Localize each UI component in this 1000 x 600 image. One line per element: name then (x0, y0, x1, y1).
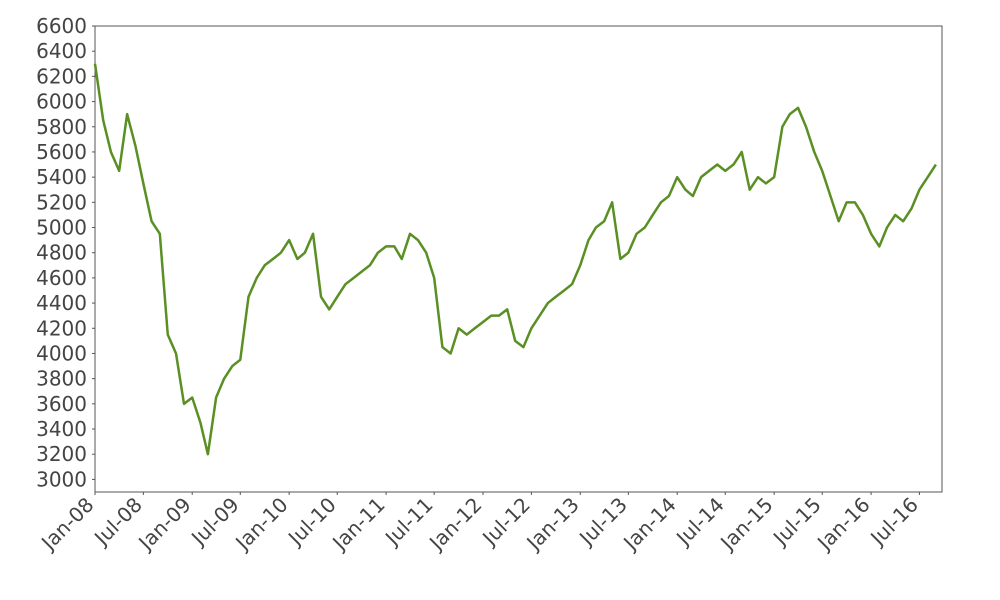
x-tick-label: Jan-14 (617, 493, 680, 556)
y-tick-label: 3000 (36, 467, 87, 491)
y-tick-label: 5800 (36, 115, 87, 139)
y-tick-label: 4800 (36, 241, 87, 265)
y-tick-label: 4200 (36, 316, 87, 340)
x-tick-label: Jan-09 (132, 493, 195, 556)
plot-frame (94, 25, 943, 493)
y-tick-label: 5600 (36, 140, 87, 164)
x-tick-label: Jan-16 (811, 493, 874, 556)
y-tick-label: 5400 (36, 165, 87, 189)
y-tick-label: 3400 (36, 417, 87, 441)
y-tick-label: 4600 (36, 266, 87, 290)
x-tick-label: Jan-08 (35, 493, 98, 556)
y-tick-label: 3600 (36, 392, 87, 416)
y-tick-label: 6400 (36, 39, 87, 63)
y-tick-label: 6000 (36, 90, 87, 114)
y-tick-label: 6200 (36, 64, 87, 88)
y-tick-label: 5200 (36, 190, 87, 214)
x-tick-label: Jul-16 (864, 493, 923, 552)
x-tick-label: Jan-10 (229, 493, 292, 556)
y-tick-label: 6600 (36, 14, 87, 38)
x-tick-label: Jan-11 (326, 493, 389, 556)
y-tick-label: 3200 (36, 442, 87, 466)
x-tick-label: Jan-12 (423, 493, 486, 556)
y-tick-label: 3800 (36, 367, 87, 391)
x-tick-label: Jan-13 (521, 493, 584, 556)
y-tick-label: 4400 (36, 291, 87, 315)
y-tick-label: 4000 (36, 341, 87, 365)
line (93, 63, 937, 456)
y-tick-label: 5000 (36, 216, 87, 240)
x-tick-label: Jan-15 (714, 493, 777, 556)
